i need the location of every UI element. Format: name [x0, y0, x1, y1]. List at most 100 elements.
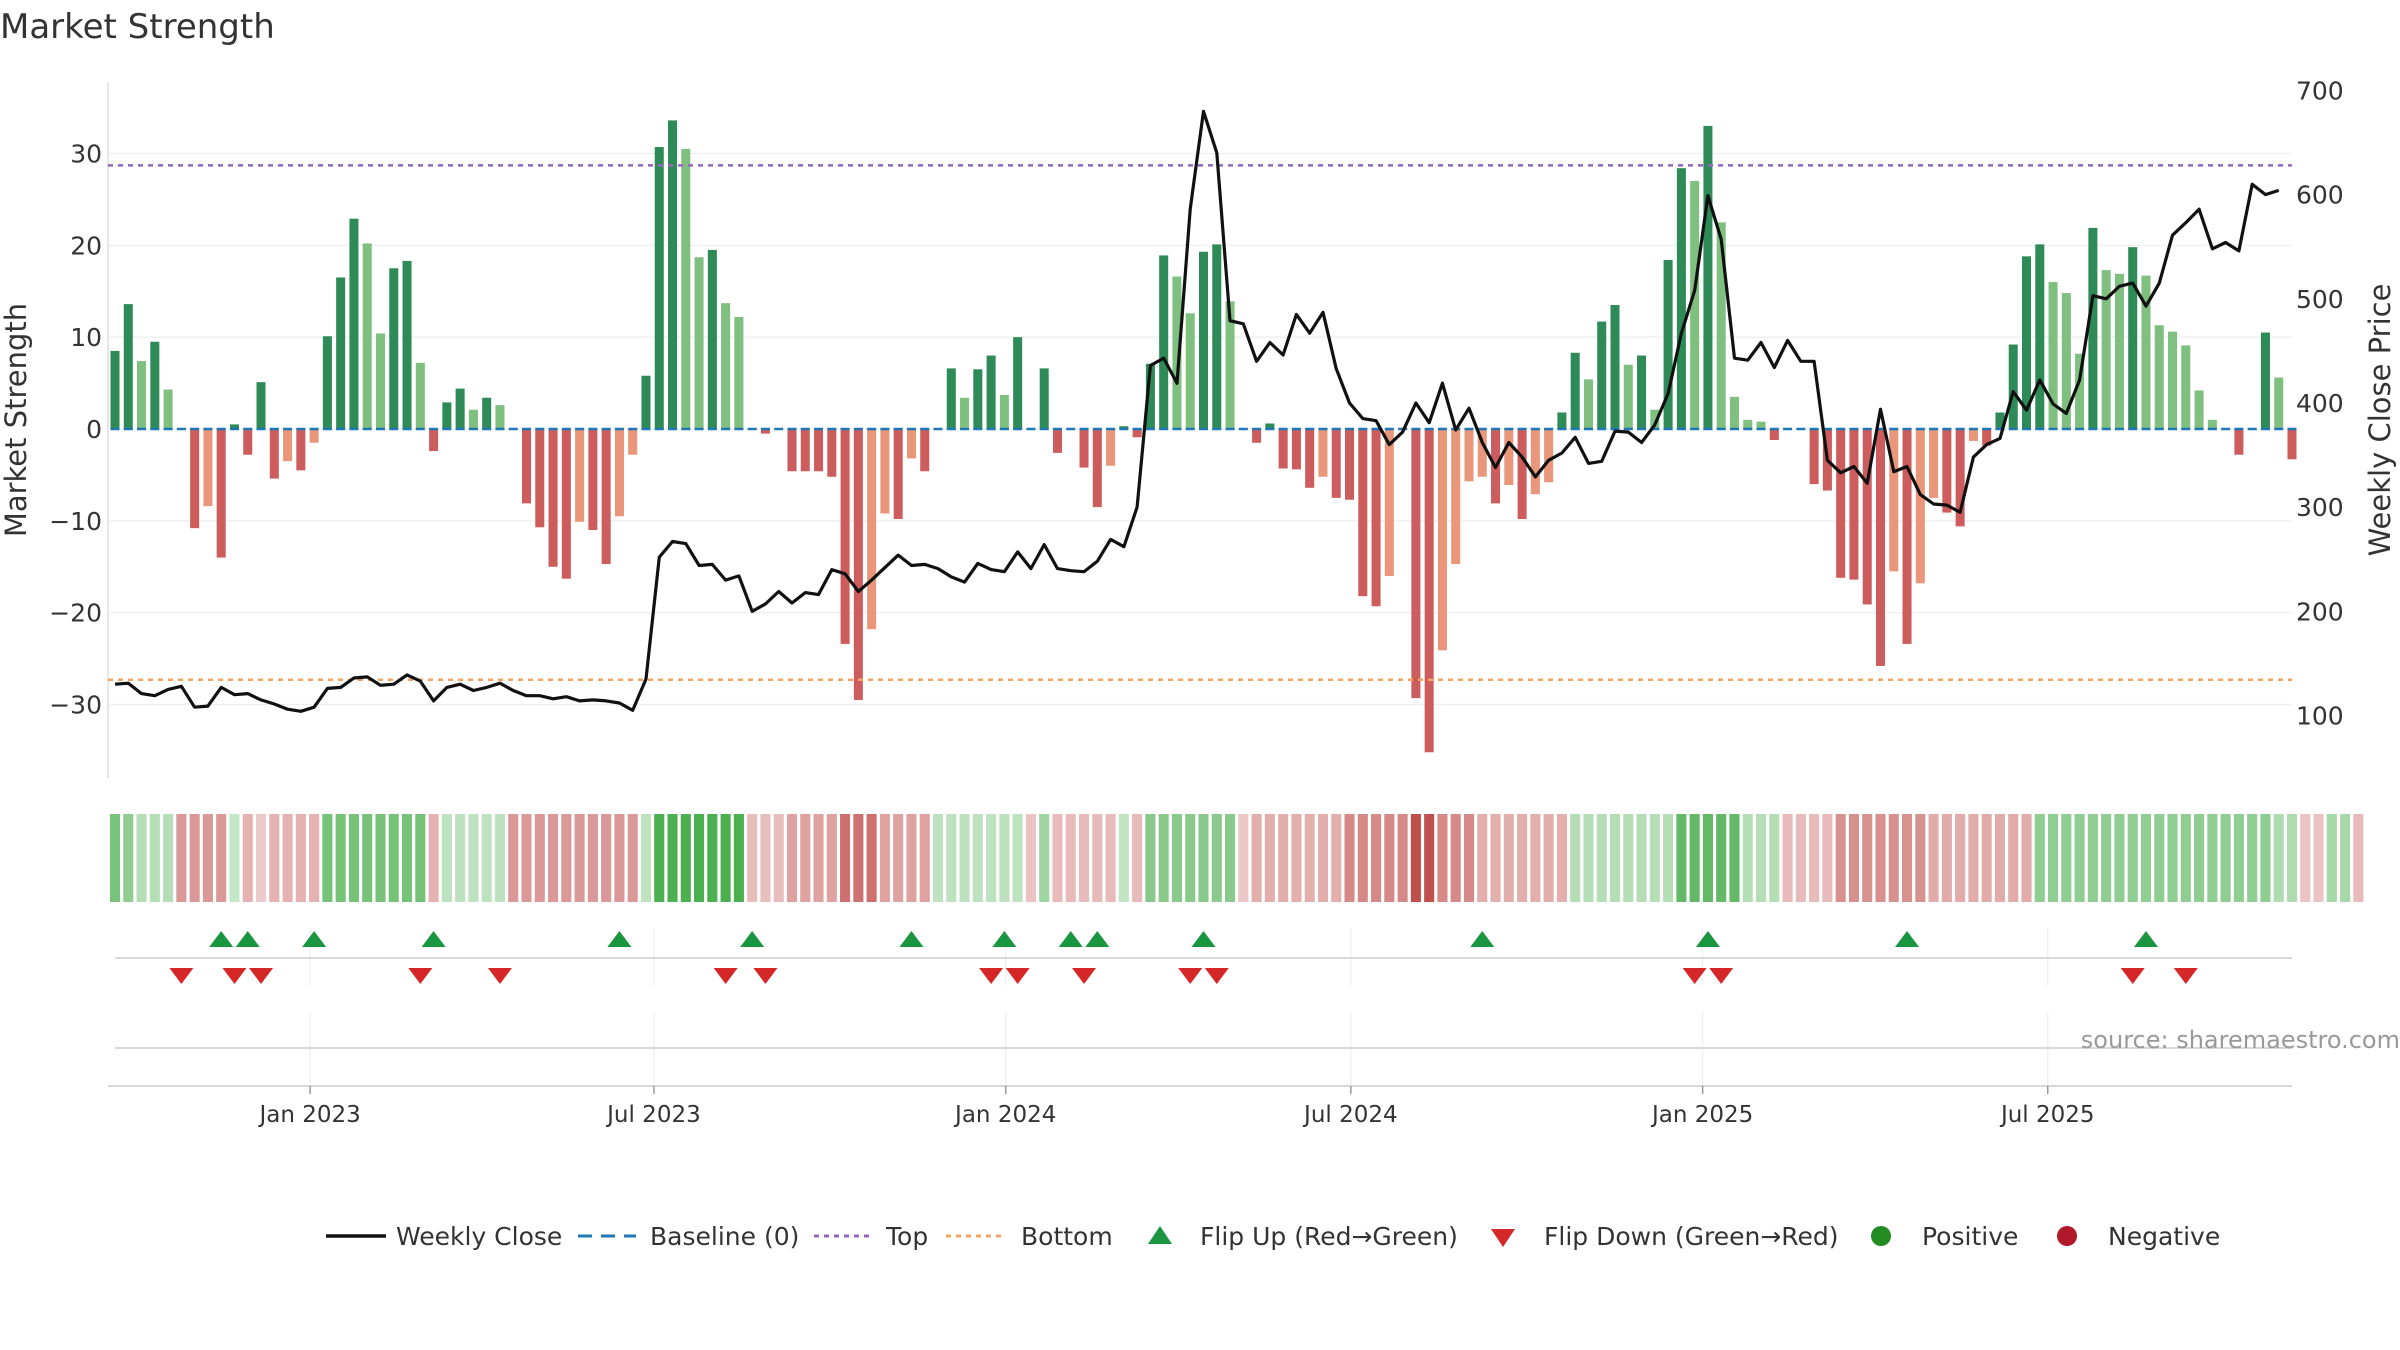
y-tick-label-left: 20 — [70, 231, 102, 260]
legend: Weekly Close Baseline (0) Top Bottom Fli… — [326, 1222, 2220, 1251]
band-cell — [455, 814, 466, 902]
band-cell — [1503, 814, 1514, 902]
band-cell — [1092, 814, 1103, 902]
flip-down-marker — [487, 968, 512, 984]
band-cell — [2008, 814, 2019, 902]
flip-up-marker — [1470, 931, 1495, 947]
band-cell — [1450, 814, 1461, 902]
band-cell — [2286, 814, 2298, 902]
band-cell — [388, 814, 399, 902]
y-tick-label-left: 10 — [70, 323, 102, 352]
band-cell — [1875, 814, 1886, 902]
strength-bar — [1929, 429, 1939, 498]
strength-bar — [309, 429, 319, 443]
flip-up-marker — [302, 931, 327, 947]
band-cell — [826, 814, 837, 902]
band-cell — [1915, 814, 1926, 902]
strength-bar — [734, 316, 744, 429]
strength-bar — [1517, 429, 1527, 520]
band-cell — [1171, 814, 1182, 902]
legend-bottom-label: Bottom — [1021, 1222, 1113, 1251]
strength-bar — [2101, 270, 2111, 429]
strength-bar — [1451, 429, 1461, 565]
band-cell — [2048, 814, 2059, 902]
band-cell — [494, 814, 506, 902]
strength-bar — [1690, 181, 1700, 429]
strength-bar — [840, 429, 850, 644]
strength-bar — [960, 397, 970, 429]
strength-bar — [1371, 429, 1381, 607]
strength-bar — [1318, 429, 1328, 477]
strength-bar — [2008, 344, 2018, 429]
band-cell — [1211, 814, 1222, 902]
band-cell — [986, 814, 997, 902]
strength-bar — [1132, 429, 1142, 438]
band-cell — [242, 814, 253, 902]
flip-down-marker — [753, 968, 778, 984]
x-tick-label: Jul 2024 — [1302, 1102, 1398, 1128]
band-cell — [1702, 814, 1713, 902]
strength-bar — [1424, 429, 1434, 753]
strength-bar — [269, 429, 279, 479]
strength-bar — [1875, 429, 1886, 666]
strength-bar — [628, 429, 638, 455]
strength-bar — [1384, 429, 1394, 576]
band-cell — [335, 814, 346, 902]
flip-up-marker — [209, 931, 234, 947]
band-cell — [2140, 814, 2152, 902]
band-cell — [1132, 814, 1143, 902]
strength-bar — [389, 268, 399, 429]
strength-bar — [760, 429, 770, 434]
band-cell — [2300, 814, 2311, 902]
strength-bar — [787, 429, 797, 472]
flip-down-marker — [249, 968, 274, 984]
band-cell — [1105, 814, 1116, 902]
y-tick-label-right: 600 — [2296, 181, 2344, 210]
band-cell — [508, 814, 519, 902]
strength-bar — [1437, 429, 1447, 651]
band-cell — [176, 814, 187, 902]
strength-bar — [880, 429, 890, 514]
band-cell — [1649, 814, 1660, 902]
band-cell — [163, 814, 174, 902]
strength-bar — [349, 218, 359, 429]
strength-bar — [1092, 429, 1102, 508]
strength-bar — [468, 409, 478, 429]
band-cell — [1078, 814, 1090, 902]
strength-bar — [1331, 429, 1341, 498]
band-cell — [1357, 814, 1368, 902]
band-cell — [1052, 814, 1063, 902]
flip-down-marker — [713, 968, 738, 984]
band-cell — [255, 814, 267, 902]
strength-bar — [800, 429, 810, 472]
strength-bar — [588, 429, 598, 531]
band-cell — [2114, 814, 2125, 902]
band-cell — [1955, 814, 1966, 902]
band-cell — [733, 814, 744, 902]
band-cell — [375, 814, 386, 902]
strength-bar — [1145, 363, 1155, 429]
legend-positive-icon — [1871, 1226, 1891, 1246]
band-cell — [1716, 814, 1727, 902]
band-cell — [2127, 814, 2138, 902]
strength-bar — [110, 350, 120, 429]
strength-bar — [2021, 256, 2032, 429]
band-cell — [1384, 814, 1395, 902]
strength-bar — [1252, 429, 1262, 443]
band-cell — [2074, 814, 2085, 902]
strength-bar — [455, 388, 465, 429]
flip-down-marker — [2173, 968, 2198, 984]
strength-bar — [1995, 412, 2005, 429]
band-cell — [1291, 814, 1302, 902]
x-tick-label: Jan 2025 — [1650, 1102, 1753, 1128]
flip-up-marker — [607, 931, 632, 947]
strength-bar — [1198, 251, 1209, 429]
strength-bar — [1902, 429, 1912, 644]
strength-bar — [1477, 429, 1487, 477]
flip-up-marker — [235, 931, 260, 947]
strength-bar — [1039, 368, 1049, 429]
strength-bar — [1052, 429, 1062, 453]
band-cell — [548, 814, 559, 902]
strength-bar — [283, 429, 293, 462]
